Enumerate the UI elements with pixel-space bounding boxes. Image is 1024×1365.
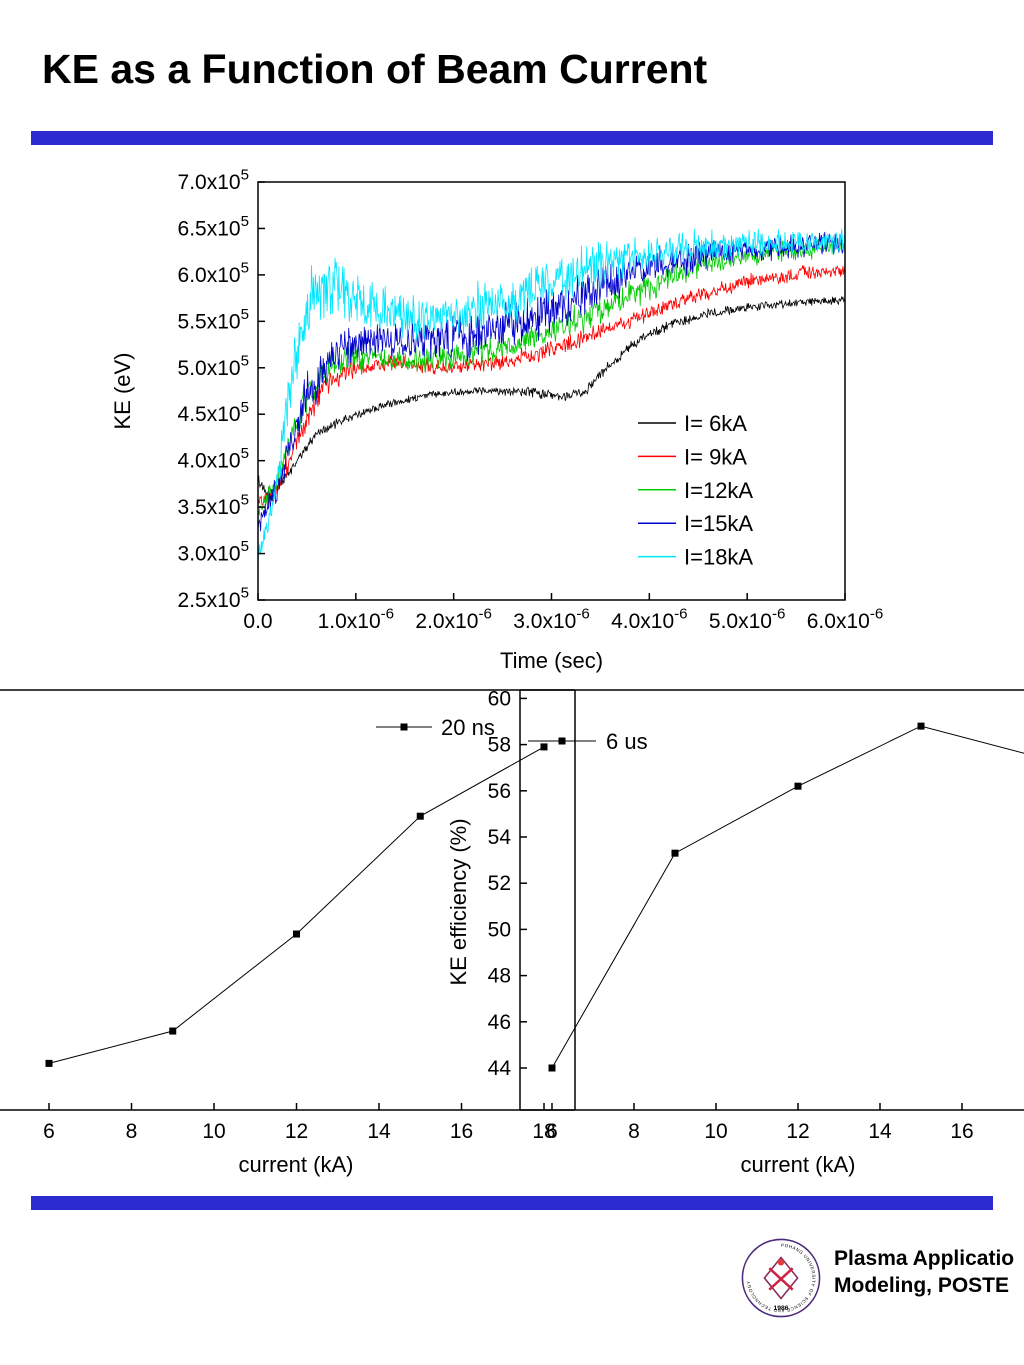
x-tick-label: 14	[868, 1120, 892, 1143]
series-line	[551, 725, 1024, 1069]
y-tick-label: 48	[488, 965, 511, 988]
x-tick-label: 8	[126, 1120, 138, 1143]
x-tick-label: 5.0x10-6	[709, 606, 785, 633]
x-tick-label: 16	[950, 1120, 973, 1143]
x-tick-label: 6	[546, 1120, 558, 1143]
x-tick-label: 4.0x10-6	[611, 606, 687, 633]
x-tick-label: 10	[202, 1120, 225, 1143]
ke-vs-time-chart: 7.0x105 6.5x105 6.0x105 5.5x105 5.0x105 4.5x1…	[110, 167, 883, 673]
y-tick-label: 7.0x105	[178, 167, 249, 194]
data-marker	[671, 849, 679, 857]
footer: POHANG UNIVERSITY OF SCIENCE AND TECHNOL…	[740, 1237, 1014, 1319]
x-axis-label: Time (sec)	[500, 648, 603, 673]
legend-label: I=15kA	[684, 511, 753, 536]
series-I15kA	[258, 231, 845, 532]
y-tick-label: 50	[488, 918, 511, 941]
footer-line1: Plasma Applicatio	[834, 1247, 1015, 1270]
y-tick-label: 56	[488, 780, 511, 803]
y-tick-label: 2.5x105	[178, 585, 249, 612]
x-tick-label: 18	[532, 1120, 555, 1143]
x-tick-label: 10	[704, 1120, 727, 1143]
x-tick-label: 14	[367, 1120, 391, 1143]
y-tick-label: 60	[488, 687, 511, 710]
postech-seal-icon: POHANG UNIVERSITY OF SCIENCE AND TECHNOL…	[741, 1238, 821, 1318]
legend-label: I= 9kA	[684, 444, 747, 469]
y-tick-label: 3.5x105	[178, 492, 249, 519]
series-I9kA	[258, 265, 845, 509]
y-tick-label: 6.0x105	[178, 259, 249, 286]
ke-efficiency-charts: 6 8 10 12 14 16 18 20 ns current (kA) 44 46 48 50 52 5…	[0, 687, 1024, 1177]
data-marker	[794, 782, 802, 790]
data-marker	[416, 812, 424, 820]
y-tick-label: 6.5x105	[178, 213, 249, 240]
footer-line2: Modeling, POSTE	[834, 1274, 1010, 1297]
legend-label: I= 6kA	[684, 411, 747, 436]
footer-text: Plasma Applicatio Modeling, POSTE	[834, 1237, 1014, 1299]
x-axis-label: current (kA)	[741, 1152, 856, 1177]
legend-marker	[558, 737, 566, 745]
data-marker	[917, 722, 925, 730]
top-divider-bar	[31, 131, 993, 145]
data-marker	[169, 1027, 177, 1035]
y-tick-label: 5.5x105	[178, 306, 249, 333]
y-tick-label: 54	[488, 826, 512, 849]
x-tick-label: 12	[786, 1120, 809, 1143]
seal-cross-stroke	[768, 1267, 794, 1291]
y-tick-label: 4.5x105	[178, 399, 249, 426]
legend-label: I=18kA	[684, 545, 753, 570]
y-tick-label: 4.0x105	[178, 445, 249, 472]
seal-diamond	[763, 1256, 799, 1300]
y-axis-label: KE efficiency (%)	[446, 818, 471, 985]
y-tick-label: 46	[488, 1011, 511, 1034]
data-marker	[293, 930, 300, 938]
data-marker	[45, 1059, 53, 1067]
y-tick-label: 58	[488, 734, 511, 757]
x-tick-label: 12	[285, 1120, 308, 1143]
x-tick-label: 3.0x10-6	[513, 606, 589, 633]
x-tick-label: 0.0	[243, 610, 272, 633]
legend-label: 20 ns	[441, 715, 495, 740]
bottom-divider-bar	[31, 1196, 993, 1210]
x-axis-label: current (kA)	[239, 1152, 354, 1177]
x-tick-label: 6	[43, 1120, 55, 1143]
x-tick-label: 8	[628, 1120, 640, 1143]
data-marker	[548, 1064, 556, 1072]
data-marker	[540, 743, 548, 751]
x-tick-label: 6.0x10-6	[807, 606, 883, 633]
y-tick-label: 5.0x105	[178, 352, 249, 379]
y-axis-label: KE (eV)	[110, 352, 135, 429]
y-tick-label: 3.0x105	[178, 538, 249, 565]
x-tick-label: 16	[450, 1120, 473, 1143]
y-tick-label: 52	[488, 872, 511, 895]
x-tick-label: 1.0x10-6	[318, 606, 394, 633]
legend-marker	[400, 723, 408, 731]
seal-year: 1986	[773, 1305, 788, 1312]
legend-label: I=12kA	[684, 478, 753, 503]
y-tick-label: 44	[488, 1057, 512, 1080]
series-I6kA	[258, 295, 845, 500]
slide-title: KE as a Function of Beam Current	[42, 46, 708, 92]
series-I18kA	[258, 228, 845, 564]
x-tick-label: 2.0x10-6	[415, 606, 491, 633]
seal-dot	[777, 1259, 785, 1266]
legend-label: 6 us	[606, 729, 648, 754]
